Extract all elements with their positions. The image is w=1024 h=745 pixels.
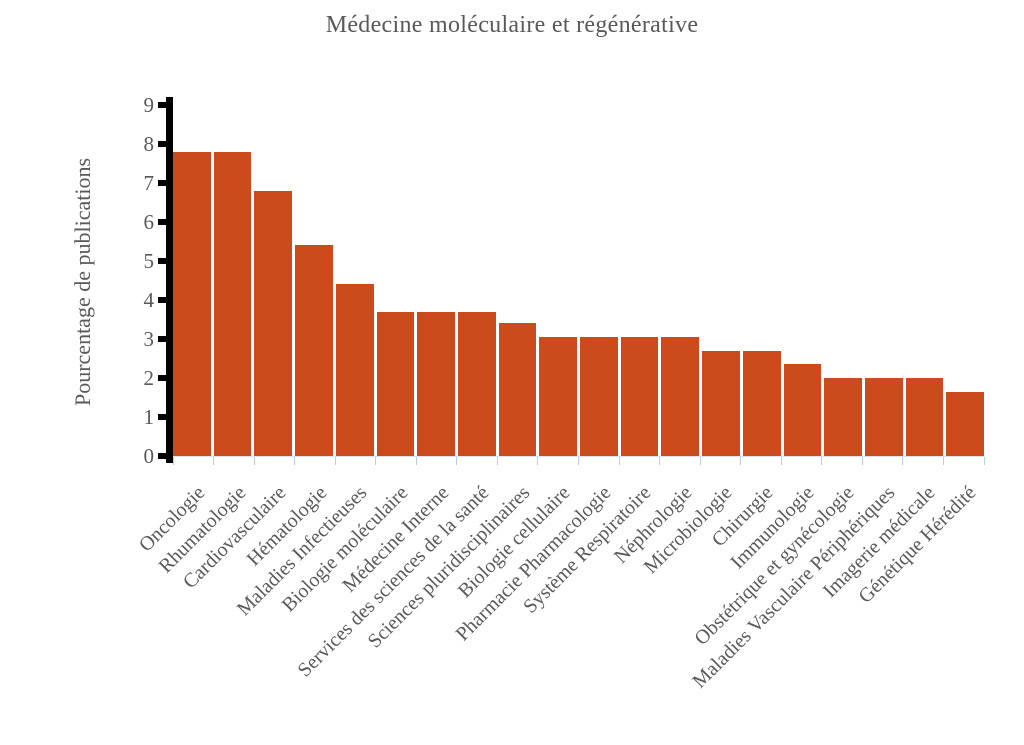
bar-microbiologie (702, 350, 740, 456)
bar-obstetrique-et-gynecologie (824, 378, 862, 456)
x-tick-mark (740, 457, 742, 465)
x-tick-mark (699, 457, 701, 465)
bar-imagerie-medicale (905, 378, 944, 456)
y-tick-label-2: 2 (143, 365, 155, 390)
y-tick-mark-3 (158, 335, 167, 342)
x-tick-mark (780, 457, 782, 465)
bar-systeme-respiratoire (620, 337, 659, 456)
x-tick-mark (659, 457, 661, 465)
x-tick-mark (861, 457, 863, 465)
chart-title: Médecine moléculaire et régénérative (325, 12, 699, 38)
x-tick-mark (496, 457, 498, 465)
bar-pharmacie-pharmacologie (580, 337, 618, 456)
y-tick-label-6: 6 (143, 209, 155, 234)
y-tick-label-4: 4 (143, 287, 155, 312)
y-tick-label-9: 9 (143, 92, 155, 117)
bars-container (173, 97, 985, 456)
bar-maladies-vasculaire-peripheriques (864, 378, 903, 456)
x-tick-mark (983, 457, 985, 465)
y-tick-mark-7 (158, 179, 167, 186)
x-tick-mark (415, 457, 417, 465)
x-tick-mark (375, 457, 377, 465)
y-axis-line (166, 97, 173, 463)
bar-maladies-infectieuses (335, 284, 374, 456)
y-tick-label-7: 7 (143, 170, 155, 195)
bar-sciences-pluridisciplinaires (498, 323, 537, 456)
x-tick-mark (902, 457, 904, 465)
x-tick-mark (334, 457, 336, 465)
bar-immunologie (783, 364, 822, 456)
y-tick-mark-8 (158, 140, 167, 147)
bar-cardiovasculaire (254, 190, 293, 456)
x-tick-mark (456, 457, 458, 465)
y-tick-mark-1 (158, 413, 167, 420)
bar-rhumatologie (213, 151, 252, 456)
y-tick-mark-2 (158, 374, 167, 381)
bar-biologie-moleculaire (376, 311, 415, 456)
x-tick-mark (821, 457, 823, 465)
bar-biologie-cellulaire (539, 337, 578, 456)
y-tick-label-5: 5 (143, 248, 155, 273)
bar-chirurgie (742, 350, 781, 456)
bar-genetique-heredite (946, 391, 985, 456)
bar-nephrologie (661, 337, 700, 456)
y-tick-label-3: 3 (143, 326, 155, 351)
y-axis-label: Pourcentage de publications (70, 157, 95, 407)
bar-oncologie (173, 151, 211, 456)
x-tick-mark (537, 457, 539, 465)
y-tick-label-0: 0 (143, 443, 155, 468)
x-tick-mark (942, 457, 944, 465)
bar-hematologie (295, 245, 333, 456)
y-tick-label-1: 1 (143, 404, 155, 429)
y-tick-label-8: 8 (143, 131, 155, 156)
bar-services-des-sciences-de-la-sante (457, 311, 496, 456)
y-tick-mark-0 (158, 452, 167, 459)
x-tick-mark (213, 457, 215, 465)
x-axis-line (173, 456, 984, 457)
y-tick-mark-9 (158, 101, 167, 108)
x-tick-mark (578, 457, 579, 465)
x-tick-mark (294, 457, 296, 465)
bar-medecine-interne (417, 311, 455, 456)
x-tick-mark (172, 457, 174, 465)
x-tick-mark (618, 457, 620, 465)
x-tick-mark (253, 457, 255, 465)
y-tick-mark-5 (158, 257, 167, 264)
y-tick-mark-4 (158, 296, 167, 303)
y-tick-mark-6 (158, 218, 167, 225)
